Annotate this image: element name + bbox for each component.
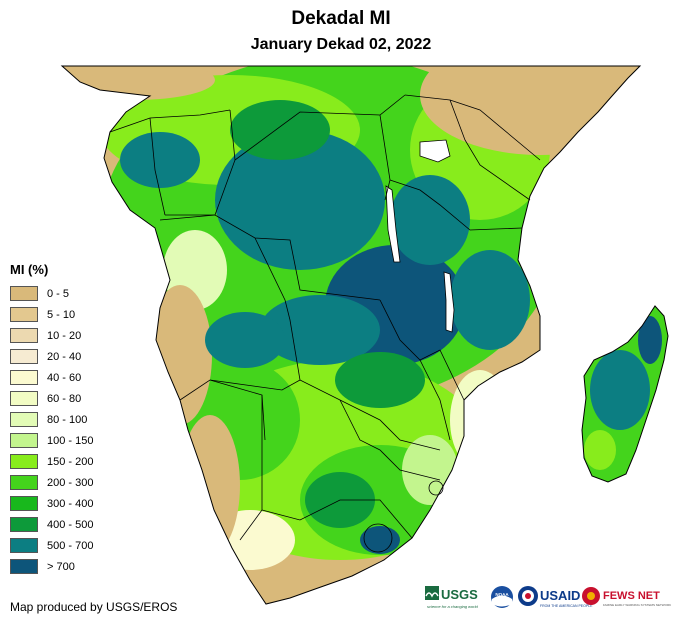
lake-tanganyika xyxy=(385,185,401,263)
legend-item: 20 - 40 xyxy=(10,346,93,367)
legend-swatch xyxy=(10,349,38,364)
svg-text:FROM THE AMERICAN PEOPLE: FROM THE AMERICAN PEOPLE xyxy=(540,604,593,608)
noaa-logo: NOAA xyxy=(491,586,513,608)
legend-swatch xyxy=(10,496,38,511)
svg-text:USAID: USAID xyxy=(540,588,580,603)
legend-label: 80 - 100 xyxy=(47,413,88,426)
legend-label: 20 - 40 xyxy=(47,350,82,363)
legend-item: 0 - 5 xyxy=(10,283,93,304)
credit-text: Map produced by USGS/EROS xyxy=(10,600,178,614)
legend-item: 80 - 100 xyxy=(10,409,93,430)
legend-label: > 700 xyxy=(47,560,75,573)
legend-swatch xyxy=(10,307,38,322)
country-borders xyxy=(109,94,541,541)
fewsnet-logo: FEWS NET FAMINE EARLY WARNING SYSTEMS NE… xyxy=(582,587,671,607)
map-subtitle: January Dekad 02, 2022 xyxy=(250,36,432,53)
legend-label: 60 - 80 xyxy=(47,392,82,405)
legend-item: 400 - 500 xyxy=(10,514,93,535)
usgs-logo: USGS science for a changing world xyxy=(425,586,478,609)
legend-item: 60 - 80 xyxy=(10,388,93,409)
legend-item: 40 - 60 xyxy=(10,367,93,388)
legend-swatch xyxy=(10,517,38,532)
legend-swatch xyxy=(10,454,38,469)
legend-item: 5 - 10 xyxy=(10,304,93,325)
legend-swatch xyxy=(10,559,38,574)
legend-item: > 700 xyxy=(10,556,93,577)
legend: MI (%) 0 - 5 5 - 10 10 - 20 20 - 40 40 - 60 6… xyxy=(10,262,93,577)
legend-swatch xyxy=(10,433,38,448)
legend-label: 500 - 700 xyxy=(47,539,94,552)
madagascar-coastline xyxy=(581,305,669,483)
mainland-coastline xyxy=(60,65,642,605)
legend-label: 40 - 60 xyxy=(47,371,82,384)
legend-label: 150 - 200 xyxy=(47,455,94,468)
legend-item: 150 - 200 xyxy=(10,451,93,472)
legend-swatch xyxy=(10,475,38,490)
legend-item: 10 - 20 xyxy=(10,325,93,346)
legend-label: 400 - 500 xyxy=(47,518,94,531)
svg-text:NOAA: NOAA xyxy=(495,592,509,597)
svg-text:FAMINE EARLY WARNING SYSTEMS N: FAMINE EARLY WARNING SYSTEMS NETWORK xyxy=(603,603,671,607)
legend-swatch xyxy=(10,538,38,553)
legend-swatch xyxy=(10,370,38,385)
lesotho-border xyxy=(363,523,393,553)
svg-text:FEWS NET: FEWS NET xyxy=(603,590,660,602)
eswatini-border xyxy=(428,480,444,496)
legend-label: 5 - 10 xyxy=(47,308,76,321)
legend-swatch xyxy=(10,391,38,406)
legend-swatch xyxy=(10,412,38,427)
legend-item: 200 - 300 xyxy=(10,472,93,493)
legend-label: 200 - 300 xyxy=(47,476,94,489)
legend-label: 0 - 5 xyxy=(47,287,70,300)
legend-label: 100 - 150 xyxy=(47,434,94,447)
map-title: Dekadal MI xyxy=(291,8,391,29)
lake-victoria xyxy=(419,139,451,163)
legend-item: 100 - 150 xyxy=(10,430,93,451)
logo-bar: USGS science for a changing world NOAA U… xyxy=(425,586,671,609)
legend-item: 300 - 400 xyxy=(10,493,93,514)
legend-swatch xyxy=(10,286,38,301)
legend-item: 500 - 700 xyxy=(10,535,93,556)
legend-label: 10 - 20 xyxy=(47,329,82,342)
legend-swatch xyxy=(10,328,38,343)
legend-title: MI (%) xyxy=(10,262,49,277)
svg-text:USGS: USGS xyxy=(441,587,478,602)
svg-text:science for a changing world: science for a changing world xyxy=(427,604,478,609)
usaid-logo: USAID FROM THE AMERICAN PEOPLE xyxy=(518,586,593,608)
legend-label: 300 - 400 xyxy=(47,497,94,510)
lake-malawi xyxy=(443,271,455,333)
